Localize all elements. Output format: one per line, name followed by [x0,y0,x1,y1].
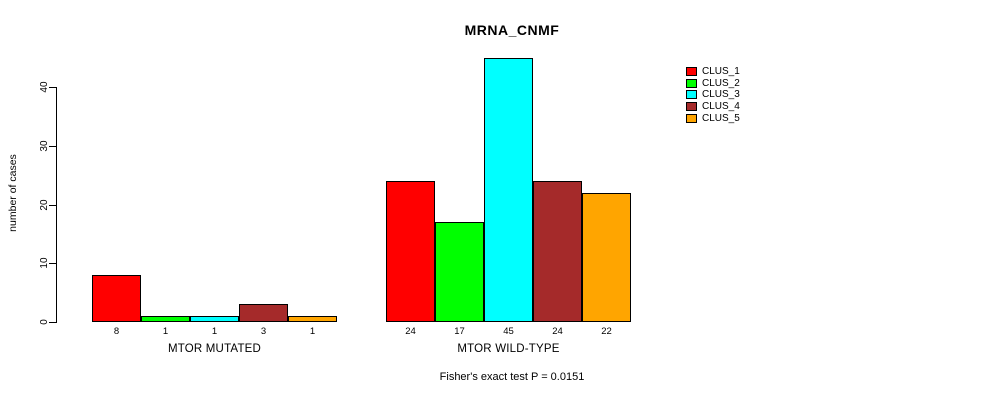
legend-swatch-icon [686,67,697,77]
legend-swatch-icon [686,78,697,88]
bar-clus_4 [533,181,582,322]
bar-clus_3 [190,316,239,322]
legend-item: CLUS_4 [686,101,740,113]
bar-value-label: 1 [211,326,218,337]
bar-clus_5 [288,316,337,322]
legend-label: CLUS_4 [702,101,740,113]
y-axis-label: number of cases [7,154,19,232]
bar-value-label: 8 [113,326,120,337]
y-axis-line [56,87,57,323]
bar-clus_2 [435,222,484,322]
y-axis-tick-label: 0 [39,319,50,325]
bar-clus_2 [141,316,190,322]
y-axis-tick-label: 10 [39,257,50,269]
legend-label: CLUS_3 [702,89,740,101]
x-axis-group-label: MTOR MUTATED [167,343,262,355]
bar-clus_5 [582,193,631,322]
bar-clus_4 [239,304,288,322]
y-axis-tick [49,322,56,323]
legend-swatch-icon [686,90,697,100]
bar-value-label: 3 [260,326,267,337]
legend-label: CLUS_2 [702,77,740,89]
bar-value-label: 1 [162,326,169,337]
y-axis-tick [49,87,56,88]
legend-swatch-icon [686,102,697,112]
bar-clus_1 [92,275,141,322]
y-axis-tick [49,205,56,206]
bar-value-label: 24 [405,326,416,337]
legend-item: CLUS_5 [686,112,740,124]
legend-item: CLUS_1 [686,66,740,78]
legend-swatch-icon [686,113,697,123]
legend-item: CLUS_3 [686,89,740,101]
legend: CLUS_1 CLUS_2 CLUS_3 CLUS_4 CLUS_5 [686,66,740,124]
y-axis-tick-label: 30 [39,140,50,152]
legend-label: CLUS_5 [702,112,740,124]
y-axis-tick-label: 20 [39,199,50,211]
legend-item: CLUS_2 [686,78,740,90]
bar-value-label: 17 [454,326,465,337]
bar-value-label: 24 [552,326,563,337]
annotation-text: Fisher's exact test P = 0.0151 [439,371,585,383]
y-axis-tick-label: 40 [39,81,50,93]
bar-clus_3 [484,58,533,322]
bar-value-label: 1 [309,326,316,337]
chart-title: MRNA_CNMF [464,22,560,38]
y-axis-tick [49,263,56,264]
y-axis-tick [49,146,56,147]
x-axis-group-label: MTOR WILD-TYPE [457,343,560,355]
bar-value-label: 45 [503,326,514,337]
bar-clus_1 [386,181,435,322]
bar-value-label: 22 [601,326,612,337]
legend-label: CLUS_1 [702,66,740,78]
